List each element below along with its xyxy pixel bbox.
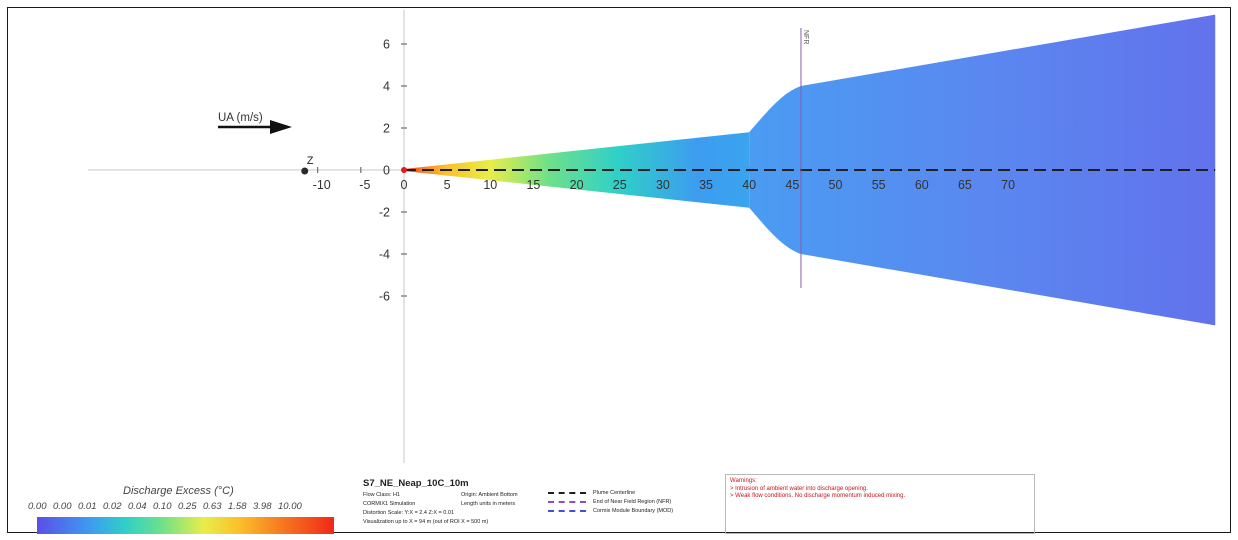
x-tick-label: 65 xyxy=(958,178,972,192)
x-tick-label: -5 xyxy=(359,178,370,192)
x-tick-label: 60 xyxy=(915,178,929,192)
simulation-info-text: Origin: Ambient Bottom xyxy=(461,492,518,498)
colorbar-tick: 0.02 xyxy=(103,501,122,512)
origin-marker xyxy=(301,167,309,175)
simulation-info-row: Visualization up to X = 94 m (out of ROI… xyxy=(363,518,488,527)
colorbar-tick: 0.25 xyxy=(178,501,197,512)
discharge-point xyxy=(401,167,407,173)
colorbar-tick-labels: 0.00 0.00 0.01 0.02 0.04 0.10 0.25 0.63 1.58 3.98… xyxy=(28,501,348,512)
x-tick-label: 25 xyxy=(613,178,627,192)
line-legend-swatch xyxy=(548,509,586,512)
plume-plot: -10 -5 0 5 10 15 20 25 30 35 40 45 50 55 60 65 706420-2-… xyxy=(88,10,1216,463)
simulation-title: S7_NE_Neap_10C_10m xyxy=(363,478,469,489)
colorbar-tick: 0.00 xyxy=(28,501,47,512)
x-tick-label: 20 xyxy=(570,178,584,192)
simulation-info-text: Length units in meters xyxy=(461,501,516,507)
warnings-box: Warnings: > Intrusion of ambient water i… xyxy=(725,474,1035,534)
y-tick-label: 6 xyxy=(383,38,390,52)
simulation-info: S7_NE_Neap_10C_10m Flow Class: H1 Origin:… xyxy=(363,478,518,527)
overlay-group: -10 -5 0 5 10 15 20 25 30 35 40 45 50 55 60 65 706420-2-… xyxy=(218,28,1216,304)
warnings-title: Warnings: xyxy=(730,478,757,484)
simulation-info-text: CORMIX1 Simulation xyxy=(363,501,416,507)
colorbar-tick: 0.04 xyxy=(128,501,147,512)
y-tick-label: -4 xyxy=(379,248,390,262)
simulation-info-text: Distortion Scale: Y:X = 2.4 Z:X = 0.01 xyxy=(363,510,455,516)
y-tick-label: -2 xyxy=(379,206,390,220)
x-tick-label: 5 xyxy=(444,178,451,192)
x-tick-label: 30 xyxy=(656,178,670,192)
y-tick-label: 0 xyxy=(383,164,390,178)
x-tick-label: 40 xyxy=(742,178,756,192)
line-legend-item: Cormix Module Boundary (MOD) xyxy=(548,507,673,516)
colorbar-tick: 0.01 xyxy=(78,501,97,512)
x-tick-label: 10 xyxy=(483,178,497,192)
x-tick-label: 55 xyxy=(872,178,886,192)
x-tick-label: 35 xyxy=(699,178,713,192)
line-legend-item: Plume Centerline xyxy=(548,489,673,498)
x-tick-label: -10 xyxy=(313,178,331,192)
visualization-frame: -10 -5 0 5 10 15 20 25 30 35 40 45 50 55 60 65 70 6 4 2 0 -2-… xyxy=(7,7,1231,534)
line-legend-label: Plume Centerline xyxy=(593,490,636,496)
line-legend-item: End of Near Field Region (NFR) xyxy=(548,498,673,507)
simulation-info-rows: Flow Class: H1 Origin: Ambient Bottom CORM… xyxy=(363,491,518,527)
line-legend-label: Cormix Module Boundary (MOD) xyxy=(593,508,674,514)
colorbar-title: Discharge Excess (°C) xyxy=(123,485,234,497)
simulation-info-text: Visualization up to X = 94 m (out of ROI… xyxy=(363,519,489,525)
x-tick-label: 0 xyxy=(401,178,408,192)
x-tick-label: 45 xyxy=(785,178,799,192)
origin-label: Z xyxy=(307,155,314,167)
x-tick-label: 15 xyxy=(526,178,540,192)
y-tick-label: 2 xyxy=(383,122,390,136)
simulation-info-row: Flow Class: H1 Origin: Ambient Bottom xyxy=(363,491,518,500)
ambient-velocity-label: UA (m/s) xyxy=(218,112,263,124)
colorbar-tick: 3.98 xyxy=(253,501,272,512)
y-tick-label: 4 xyxy=(383,80,390,94)
line-legend-label: End of Near Field Region (NFR) xyxy=(593,499,672,505)
line-legend: Plume Centerline End of Near Field Region… xyxy=(548,489,673,516)
simulation-info-row: CORMIX1 Simulation Length units in meters xyxy=(363,500,515,509)
x-tick-label: 70 xyxy=(1001,178,1015,192)
colorbar-tick: 1.58 xyxy=(228,501,247,512)
warning-item: > Weak flow conditions. No discharge mom… xyxy=(730,493,906,499)
nfr-label: NFR xyxy=(802,30,809,44)
warnings-list: > Intrusion of ambient water into discha… xyxy=(730,486,1030,501)
line-legend-swatch xyxy=(548,500,586,503)
colorbar-tick: 0.10 xyxy=(153,501,172,512)
colorbar xyxy=(37,517,334,534)
line-legend-swatch xyxy=(548,491,586,494)
colorbar-tick: 0.00 xyxy=(53,501,72,512)
warning-item: > Intrusion of ambient water into discha… xyxy=(730,485,868,492)
y-tick-label: -6 xyxy=(379,290,390,304)
ambient-velocity-arrow-head xyxy=(270,120,292,134)
colorbar-tick: 10.00 xyxy=(278,501,302,512)
x-tick-label: 50 xyxy=(829,178,843,192)
simulation-info-row: Distortion Scale: Y:X = 2.4 Z:X = 0.01 xyxy=(363,509,488,518)
simulation-info-text: Flow Class: H1 xyxy=(363,492,400,498)
colorbar-tick: 0.63 xyxy=(203,501,222,512)
